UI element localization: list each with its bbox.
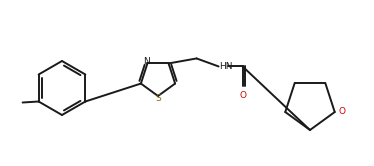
Text: S: S [155,93,161,102]
Text: O: O [239,91,246,100]
Text: N: N [143,57,150,66]
Text: O: O [338,107,345,116]
Text: HN: HN [220,62,233,71]
